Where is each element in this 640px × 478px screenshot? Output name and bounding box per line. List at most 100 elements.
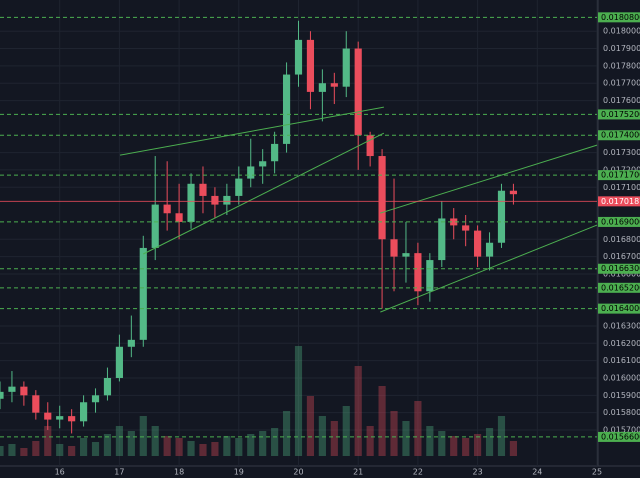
level-label-box (598, 130, 640, 141)
trend-line (143, 132, 385, 255)
candle-body (390, 239, 398, 257)
volume-bar (414, 401, 422, 456)
volume-bar (426, 426, 434, 456)
level-label-box (598, 263, 640, 274)
trend-line (380, 224, 598, 313)
candle-body (56, 416, 64, 420)
volume-bar (115, 426, 123, 456)
volume-bar (151, 426, 159, 456)
candle-body (282, 74, 291, 144)
volume-bar (32, 441, 40, 456)
level-label-box (598, 216, 640, 227)
candle-body (0, 391, 4, 399)
last-price-box (598, 196, 640, 207)
x-tick-label: 25 (592, 468, 602, 477)
volume-bar (438, 431, 446, 456)
volume-bar (282, 411, 291, 456)
y-tick-label: 0.01580000 (603, 408, 640, 417)
candle-body (175, 213, 183, 222)
y-tick-label: 0.01760000 (603, 96, 640, 105)
trend-line (119, 106, 384, 156)
volume-bar (390, 411, 398, 456)
candle-body (8, 386, 16, 392)
candle-body (79, 402, 88, 422)
candle-body (485, 242, 494, 257)
volume-bar (474, 434, 482, 456)
volume-bar (79, 438, 88, 456)
y-tick-label: 0.01800000 (603, 27, 640, 36)
y-tick-label: 0.01730000 (603, 148, 640, 157)
level-label: 0.01652000 (601, 283, 640, 292)
volume-bar (462, 438, 470, 456)
volume-bar (378, 386, 386, 456)
candle-body (462, 225, 470, 231)
level-label: 0.01808000 (601, 13, 640, 22)
x-tick-label: 17 (114, 468, 124, 477)
volume-bar (485, 428, 494, 456)
volume-bar (0, 446, 4, 456)
x-tick-label: 20 (293, 468, 303, 477)
volume-bar (366, 426, 374, 456)
candle-body (426, 260, 434, 292)
volume-bar (306, 396, 315, 456)
x-tick-label: 16 (55, 468, 65, 477)
volume-bar (509, 441, 518, 456)
candle-body (223, 195, 231, 205)
volume-bar (271, 428, 279, 456)
volume-bar (247, 434, 255, 456)
candle-body (127, 339, 135, 347)
y-tick-label: 0.01570000 (603, 425, 640, 434)
level-label: 0.01690000 (601, 217, 640, 226)
level-label: 0.01717000 (601, 171, 640, 180)
y-tick-label: 0.01600000 (603, 373, 640, 382)
candle-body (294, 39, 303, 75)
candle-body (247, 166, 255, 179)
candle-body (259, 161, 267, 167)
candle-body (402, 253, 410, 257)
level-label-box (598, 109, 640, 120)
x-tick-label: 22 (413, 468, 423, 477)
volume-bar (56, 444, 64, 456)
level-label: 0.01640000 (601, 304, 640, 313)
volume-bar (199, 444, 207, 456)
volume-bar (68, 446, 76, 456)
level-label: 0.01740000 (601, 131, 640, 140)
candle-body (68, 416, 76, 422)
y-tick-label: 0.01780000 (603, 61, 640, 70)
candle-body (474, 230, 482, 257)
level-label-box (598, 282, 640, 293)
y-tick-label: 0.01670000 (603, 252, 640, 261)
last-price-label: 0.01701872 (601, 197, 640, 206)
volume-bar (20, 448, 28, 456)
x-tick-label: 18 (174, 468, 184, 477)
candle-body (151, 204, 159, 248)
candle-body (115, 346, 123, 378)
candle-body (20, 386, 28, 396)
candle-body (306, 39, 315, 92)
volume-bar (163, 436, 171, 456)
volume-bar (294, 346, 303, 456)
volume-bar (497, 416, 506, 456)
candle-body (366, 135, 374, 157)
candle-body (330, 83, 338, 87)
x-tick-label: 21 (353, 468, 363, 477)
level-label-box (598, 170, 640, 181)
volume-bar (175, 438, 183, 456)
level-label-box (598, 431, 640, 442)
candle-body (199, 183, 207, 196)
volume-bar (103, 434, 112, 456)
level-label: 0.01663000 (601, 264, 640, 273)
candle-body (187, 183, 195, 222)
candle-body (163, 204, 171, 214)
x-tick-label: 24 (532, 468, 542, 477)
level-label: 0.01752000 (601, 110, 640, 119)
volume-bar (259, 431, 267, 456)
volume-bar (235, 438, 243, 456)
volume-bar (318, 416, 326, 456)
volume-bar (211, 442, 219, 456)
candle-body (271, 143, 279, 162)
y-tick-label: 0.01660000 (603, 269, 640, 278)
volume-bar (91, 442, 100, 456)
candle-body (342, 48, 350, 87)
